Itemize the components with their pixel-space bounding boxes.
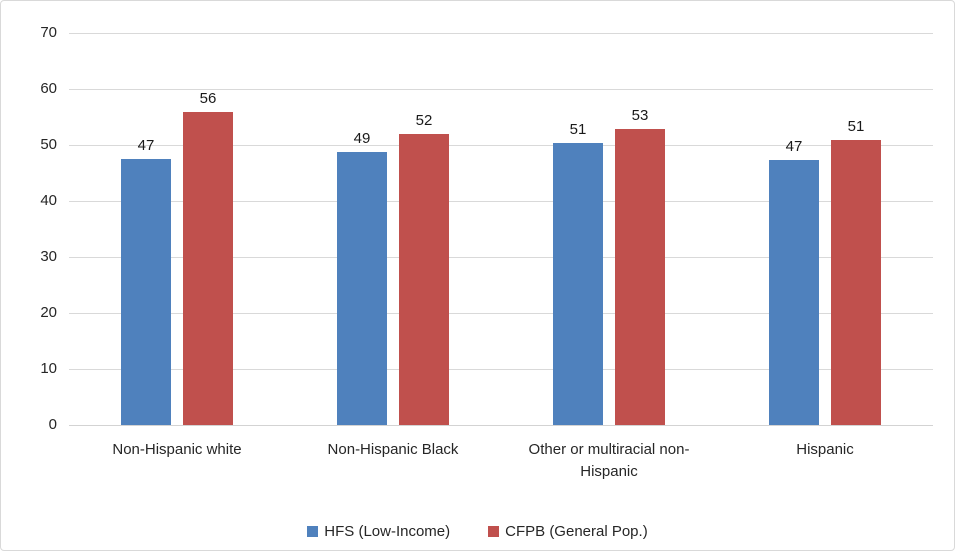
gridline-30 <box>69 257 933 258</box>
y-axis-tick-label-10: 10 <box>40 360 57 377</box>
gridline-40 <box>69 201 933 202</box>
bar-value-label-cfpb-general-pop-other-or-multiracial-non-hispanic: 53 <box>631 106 649 124</box>
bar-cfpb-general-pop-non-hispanic-white <box>183 111 233 425</box>
y-axis-tick-label-60: 60 <box>40 80 57 97</box>
gridline-20 <box>69 313 933 314</box>
bar-cfpb-general-pop-non-hispanic-black <box>399 133 449 425</box>
y-axis-tick-label-50: 50 <box>40 136 57 153</box>
y-axis-tick-label-0: 0 <box>48 416 57 433</box>
x-axis-line <box>69 425 933 426</box>
legend-item-hfs-low-income: HFS (Low-Income) <box>307 523 450 540</box>
bar-cfpb-general-pop-other-or-multiracial-non-hispanic <box>615 128 665 425</box>
legend: HFS (Low-Income) CFPB (General Pop.) <box>1 523 954 540</box>
gridline-70 <box>69 33 933 34</box>
plot-area: 47 56 49 52 51 53 47 51 <box>69 33 933 426</box>
bar-value-label-hfs-low-income-non-hispanic-black: 49 <box>353 130 371 148</box>
bar-cfpb-general-pop-hispanic <box>831 139 881 425</box>
y-axis-tick-label-70: 70 <box>40 24 57 41</box>
gridline-50 <box>69 145 933 146</box>
x-axis-category-label-other-or-multiracial-non-hispanic: Other or multiracial non-Hispanic <box>528 441 690 480</box>
x-axis-category-label-non-hispanic-black: Non-Hispanic Black <box>327 441 459 458</box>
legend-label-cfpb-general-pop: CFPB (General Pop.) <box>505 523 648 540</box>
y-axis-tick-label-40: 40 <box>40 192 57 209</box>
bar-hfs-low-income-non-hispanic-black <box>337 152 387 425</box>
gridline-60 <box>69 89 933 90</box>
x-axis-category-label-hispanic: Hispanic <box>796 441 854 458</box>
x-axis-category-label-non-hispanic-white: Non-Hispanic white <box>112 441 242 458</box>
bar-value-label-hfs-low-income-other-or-multiracial-non-hispanic: 51 <box>569 120 587 138</box>
gridline-10 <box>69 369 933 370</box>
bar-value-label-cfpb-general-pop-non-hispanic-black: 52 <box>415 111 433 129</box>
legend-swatch-hfs-low-income <box>307 526 319 537</box>
bar-value-label-hfs-low-income-non-hispanic-white: 47 <box>137 137 155 154</box>
bar-value-label-cfpb-general-pop-hispanic: 51 <box>847 117 865 135</box>
y-axis-tick-label-30: 30 <box>40 248 57 265</box>
bar-hfs-low-income-hispanic <box>769 160 819 425</box>
legend-label-hfs-low-income: HFS (Low-Income) <box>324 523 451 540</box>
bar-hfs-low-income-other-or-multiracial-non-hispanic <box>553 142 603 425</box>
legend-item-cfpb-general-pop: CFPB (General Pop.) <box>488 523 648 540</box>
y-axis-tick-label-20: 20 <box>40 304 57 321</box>
bar-value-label-cfpb-general-pop-non-hispanic-white: 56 <box>199 89 217 107</box>
bar-value-label-hfs-low-income-hispanic: 47 <box>785 138 803 156</box>
legend-swatch-cfpb-general-pop <box>488 526 500 537</box>
bar-hfs-low-income-non-hispanic-white <box>121 159 171 425</box>
